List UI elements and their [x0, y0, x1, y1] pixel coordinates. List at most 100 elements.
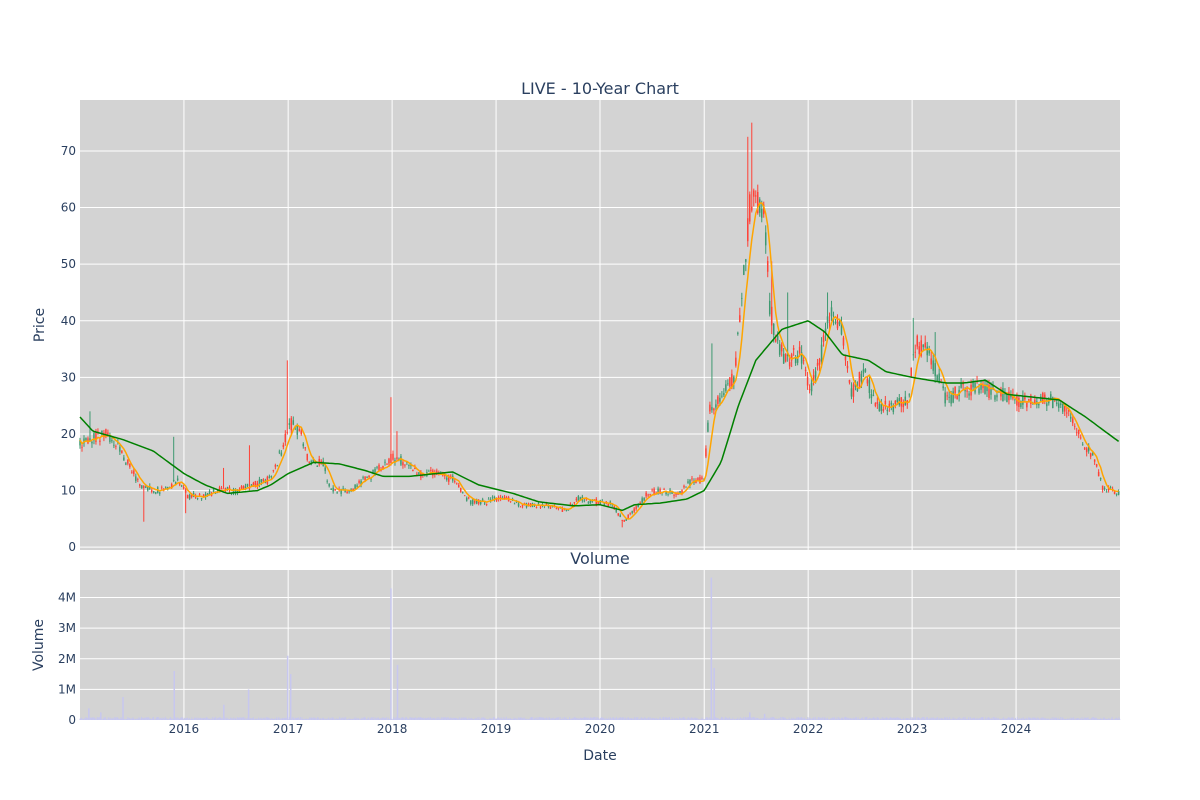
- candle-body: [368, 475, 370, 478]
- candle-body: [262, 479, 265, 482]
- price-y-ticks: 0 10 20 30 40 50 60 70: [61, 144, 76, 554]
- candle-body: [954, 386, 956, 394]
- candle-body: [838, 322, 841, 325]
- candle-body: [141, 485, 143, 488]
- candle-body: [659, 488, 661, 494]
- candle-body: [836, 317, 839, 329]
- candle-body: [627, 514, 629, 519]
- long-moving-average-line: [79, 320, 1120, 512]
- candle-body: [481, 499, 484, 502]
- candle-body: [633, 508, 635, 512]
- candle-body: [766, 261, 769, 272]
- candle-body: [139, 484, 141, 486]
- candle-body: [1046, 403, 1048, 407]
- candle-body: [587, 502, 590, 504]
- candle-body: [270, 476, 273, 477]
- candle-body: [768, 300, 771, 315]
- candle-body: [304, 447, 307, 449]
- candle-body: [1018, 397, 1020, 408]
- candle-body: [683, 485, 685, 488]
- candle-body: [830, 307, 833, 317]
- candle-body: [268, 476, 271, 478]
- candle-body: [334, 489, 336, 491]
- candle-body: [186, 495, 189, 499]
- candle-body: [135, 476, 137, 481]
- candle-body: [81, 446, 83, 448]
- candle-body: [565, 509, 568, 511]
- candle-body: [208, 490, 211, 495]
- candle-body: [1006, 394, 1008, 402]
- candle-body: [757, 192, 759, 213]
- candle-body: [621, 519, 623, 521]
- candle-body: [884, 400, 887, 405]
- candle-body: [761, 208, 763, 218]
- candle-body: [764, 232, 767, 246]
- candle-body: [950, 395, 952, 404]
- candle-body: [1030, 395, 1032, 404]
- candle-body: [448, 475, 450, 482]
- candle-body: [1060, 403, 1062, 405]
- candle-body: [968, 393, 970, 396]
- candle-body: [691, 478, 693, 480]
- candle-body: [1115, 494, 1118, 496]
- candle-body: [121, 450, 123, 453]
- candle-body: [888, 403, 891, 408]
- candle-body: [418, 472, 420, 474]
- candle-body: [685, 486, 687, 488]
- candle-body: [1083, 447, 1086, 450]
- candle-body: [870, 393, 873, 399]
- candle-body: [202, 494, 205, 498]
- candle-body: [125, 463, 127, 465]
- candle-body: [444, 474, 446, 477]
- candle-body: [1109, 487, 1112, 489]
- candle-body: [814, 371, 817, 379]
- candle-body: [115, 446, 117, 447]
- candle-body: [218, 487, 221, 492]
- candle-body: [1079, 437, 1082, 439]
- candle-body: [220, 488, 223, 490]
- volume-tick-label-4: 4M: [58, 591, 76, 605]
- x-tick-label-2023: 2023: [897, 722, 928, 736]
- candle-body: [119, 446, 121, 452]
- candle-body: [282, 444, 285, 448]
- candle-body: [804, 369, 807, 371]
- candle-body: [346, 491, 348, 494]
- candle-body: [352, 488, 354, 491]
- candle-body: [806, 377, 809, 386]
- candle-body: [250, 484, 253, 486]
- candle-body: [631, 511, 633, 513]
- candle-body: [629, 513, 631, 515]
- candle-body: [946, 395, 948, 397]
- candle-body: [671, 491, 673, 494]
- candle-body: [782, 353, 785, 364]
- candle-body: [812, 375, 815, 383]
- x-tick-label-2016: 2016: [169, 722, 200, 736]
- candle-body: [226, 487, 229, 490]
- chart-title: LIVE - 10-Year Chart: [521, 79, 679, 98]
- candle-body: [467, 497, 470, 499]
- candle-body: [1087, 445, 1090, 452]
- candle-body: [1093, 459, 1096, 462]
- candle-body: [180, 485, 183, 487]
- candle-body: [876, 401, 879, 404]
- candle-body: [458, 484, 460, 488]
- candle-body: [300, 430, 303, 435]
- candle-body: [555, 507, 558, 509]
- candle-body: [792, 348, 795, 350]
- candle-body: [928, 350, 930, 354]
- candle-body: [623, 520, 625, 522]
- candle-body: [298, 429, 301, 431]
- candle-body: [234, 488, 237, 494]
- candle-body: [759, 199, 761, 213]
- candle-body: [776, 335, 779, 341]
- candle-body: [143, 485, 145, 488]
- candle-body: [461, 492, 464, 494]
- candle-body: [972, 381, 974, 388]
- candle-body: [412, 469, 414, 472]
- candle-body: [800, 352, 803, 364]
- candle-body: [190, 493, 193, 498]
- price-panel: 0 10 20 30 40 50 60 70: [61, 100, 1120, 554]
- candle-body: [725, 384, 727, 391]
- candle-body: [751, 206, 753, 211]
- candle-body: [290, 418, 293, 431]
